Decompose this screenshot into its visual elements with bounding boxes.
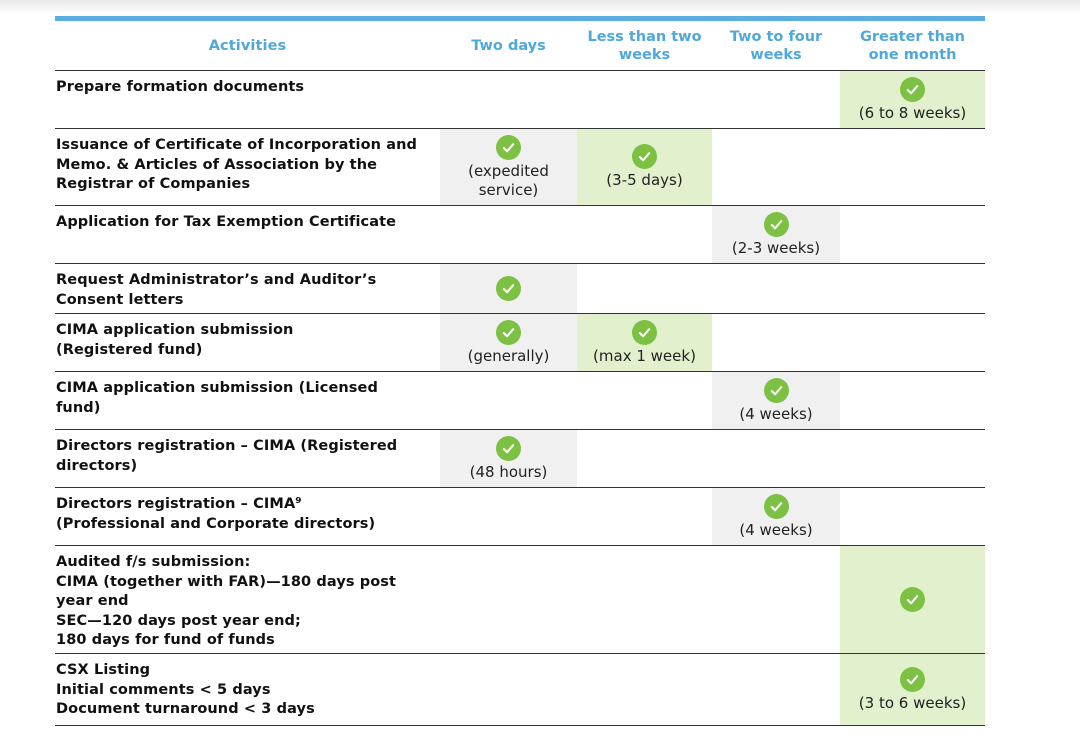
cell-two-days — [440, 71, 577, 128]
duration-note: (48 hours) — [469, 462, 548, 481]
duration-note: (3 to 6 weeks) — [858, 693, 967, 712]
activity-label: CIMA application submission (Licensed fu… — [56, 380, 378, 416]
cell-two-days — [440, 546, 577, 653]
cell-two-to-four-weeks — [712, 546, 840, 653]
cell-greater-than-one-month: (6 to 8 weeks) — [840, 71, 985, 128]
check-circle-icon — [763, 377, 789, 403]
activity-label: Audited f/s submission: CIMA (together w… — [56, 554, 397, 648]
cell-less-than-two-weeks — [577, 430, 712, 487]
cell-two-days — [440, 206, 577, 263]
check-circle-icon — [496, 134, 521, 160]
cell-less-than-two-weeks — [577, 546, 712, 653]
duration-note: (3-5 days) — [606, 171, 683, 189]
table-row: Directors registration – CIMA (Registere… — [55, 430, 985, 488]
table-row: Directors registration – CIMA⁹ (Professi… — [55, 488, 985, 546]
cell-two-to-four-weeks — [712, 71, 840, 128]
cell-two-to-four-weeks — [712, 129, 840, 205]
check-circle-icon — [900, 587, 925, 612]
cell-two-to-four-weeks: (2-3 weeks) — [712, 206, 840, 263]
cell-two-days — [440, 488, 577, 545]
header-activities: Activities — [208, 37, 287, 54]
check-circle-icon — [496, 319, 521, 345]
check-circle-icon — [900, 76, 925, 102]
activity-label: CIMA application submission (Registered … — [56, 322, 294, 358]
page-top-shade — [0, 0, 1080, 14]
check-circle-icon — [496, 276, 521, 301]
table-header-row: Activities Two days Less than two weeks … — [55, 21, 985, 71]
header-two-to-four-weeks: Two to four weeks — [729, 28, 823, 63]
table-row: CIMA application submission (Registered … — [55, 314, 985, 372]
activity-label: Issuance of Certificate of Incorporation… — [56, 137, 418, 192]
check-circle-icon — [632, 144, 657, 169]
cell-less-than-two-weeks — [577, 71, 712, 128]
duration-note: (2-3 weeks) — [731, 238, 821, 257]
check-circle-icon — [900, 666, 925, 692]
cell-less-than-two-weeks: (3-5 days) — [577, 129, 712, 205]
duration-note: (4 weeks) — [739, 520, 813, 539]
duration-note: (6 to 8 weeks) — [858, 103, 967, 122]
table-row: Prepare formation documents (6 to 8 weeks… — [55, 71, 985, 129]
activity-label: Request Administrator’s and Auditor’s Co… — [56, 272, 377, 308]
header-two-days: Two days — [471, 37, 546, 54]
cell-greater-than-one-month — [840, 372, 985, 429]
duration-note: (max 1 week) — [593, 346, 696, 365]
cell-two-to-four-weeks — [712, 264, 840, 313]
cell-less-than-two-weeks — [577, 654, 712, 725]
table-row: CSX Listing Initial comments < 5 days Do… — [55, 654, 985, 726]
duration-note: (4 weeks) — [739, 404, 813, 423]
cell-greater-than-one-month — [840, 129, 985, 205]
cell-two-days — [440, 264, 577, 313]
activity-label: CSX Listing Initial comments < 5 days Do… — [56, 662, 315, 717]
cell-two-to-four-weeks — [712, 314, 840, 371]
cell-two-days — [440, 372, 577, 429]
header-greater-than-one-month: Greater than one month — [860, 28, 965, 63]
check-circle-icon — [763, 493, 789, 519]
activity-label: Directors registration – CIMA⁹ (Professi… — [56, 496, 376, 532]
duration-note: (generally) — [467, 346, 550, 365]
activity-label: Prepare formation documents — [56, 79, 305, 95]
activity-label: Directors registration – CIMA (Registere… — [56, 438, 398, 474]
cell-two-days — [440, 654, 577, 725]
cell-greater-than-one-month — [840, 314, 985, 371]
table-row: Application for Tax Exemption Certificat… — [55, 206, 985, 264]
table-row: Issuance of Certificate of Incorporation… — [55, 129, 985, 206]
cell-two-to-four-weeks — [712, 654, 840, 725]
cell-less-than-two-weeks — [577, 372, 712, 429]
cell-two-to-four-weeks: (4 weeks) — [712, 372, 840, 429]
cell-greater-than-one-month — [840, 430, 985, 487]
cell-two-days: (48 hours) — [440, 430, 577, 487]
cell-two-days: (generally) — [440, 314, 577, 371]
table-row: CIMA application submission (Licensed fu… — [55, 372, 985, 430]
table-row: Request Administrator’s and Auditor’s Co… — [55, 264, 985, 314]
cell-greater-than-one-month — [840, 488, 985, 545]
table-row: Audited f/s submission: CIMA (together w… — [55, 546, 985, 654]
cell-greater-than-one-month — [840, 264, 985, 313]
duration-note: (expedited service) — [468, 161, 549, 199]
cell-less-than-two-weeks — [577, 206, 712, 263]
cell-two-to-four-weeks — [712, 430, 840, 487]
timeline-table: Activities Two days Less than two weeks … — [55, 16, 985, 726]
table-top-rule — [55, 16, 985, 21]
check-circle-icon — [496, 435, 521, 461]
cell-greater-than-one-month — [840, 206, 985, 263]
cell-less-than-two-weeks — [577, 264, 712, 313]
cell-less-than-two-weeks: (max 1 week) — [577, 314, 712, 371]
check-circle-icon — [763, 211, 789, 237]
cell-two-days: (expedited service) — [440, 129, 577, 205]
cell-greater-than-one-month — [840, 546, 985, 653]
cell-less-than-two-weeks — [577, 488, 712, 545]
cell-two-to-four-weeks: (4 weeks) — [712, 488, 840, 545]
table-body: Prepare formation documents (6 to 8 weeks… — [55, 71, 985, 726]
header-less-than-two-weeks: Less than two weeks — [587, 28, 702, 63]
cell-greater-than-one-month: (3 to 6 weeks) — [840, 654, 985, 725]
activity-label: Application for Tax Exemption Certificat… — [56, 214, 397, 230]
check-circle-icon — [632, 319, 657, 345]
